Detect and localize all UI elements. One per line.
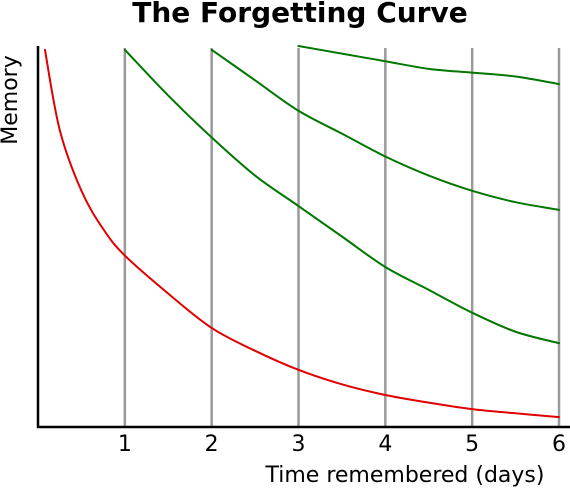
forgetting-curve-line (43, 48, 560, 419)
review-curve-line-2 (210, 48, 560, 211)
x-tick-label-1: 1 (118, 432, 132, 457)
x-tick-label-4: 4 (378, 432, 392, 457)
x-tick-labels: 1 2 3 4 5 6 (118, 432, 566, 457)
x-tick-label-2: 2 (205, 432, 219, 457)
x-tick-label-5: 5 (465, 432, 479, 457)
review-curve-line-3 (297, 45, 560, 86)
x-tick-label-3: 3 (292, 432, 306, 457)
x-tick-label-6: 6 (552, 432, 566, 457)
y-axis-label: Memory (0, 55, 23, 144)
chart-title: The Forgetting Curve (132, 0, 467, 29)
x-axis-label: Time remembered (days) (265, 463, 545, 488)
review-curve-line-1 (123, 48, 560, 345)
series-layer (43, 45, 560, 419)
